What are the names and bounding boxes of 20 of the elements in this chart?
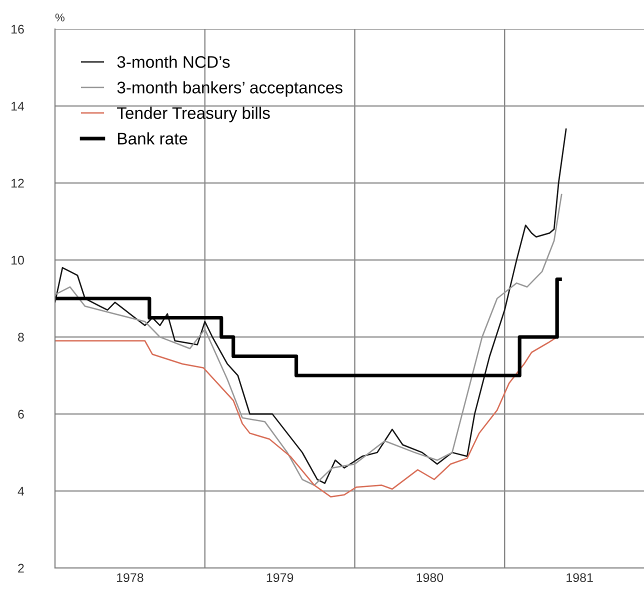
x-tick-label: 1978 bbox=[116, 573, 144, 582]
y-tick-label: 14 bbox=[11, 102, 24, 111]
y-tick-label: 12 bbox=[11, 178, 24, 188]
line-series bbox=[55, 128, 567, 484]
x-tick-label: 1981 bbox=[566, 573, 593, 582]
y-tick-label: 16 bbox=[11, 24, 24, 34]
legend-label: 3-month bankers’ acceptances bbox=[117, 81, 342, 97]
y-tick-label: 2 bbox=[18, 564, 24, 573]
line-series bbox=[55, 336, 558, 498]
legend-label: Bank rate bbox=[118, 132, 188, 145]
x-tick-label: 1979 bbox=[266, 573, 294, 582]
x-tick-label: 1980 bbox=[416, 573, 444, 582]
y-axis-title: % bbox=[55, 14, 64, 22]
y-tick-label: 8 bbox=[18, 332, 24, 342]
y-tick-label: 4 bbox=[18, 486, 24, 496]
legend-label: Tender Treasury bills bbox=[117, 106, 270, 122]
y-tick-label: 10 bbox=[11, 256, 24, 265]
legend-label: 3-month NCD’s bbox=[117, 56, 230, 68]
line-series bbox=[55, 194, 562, 486]
y-tick-label: 6 bbox=[18, 410, 24, 419]
